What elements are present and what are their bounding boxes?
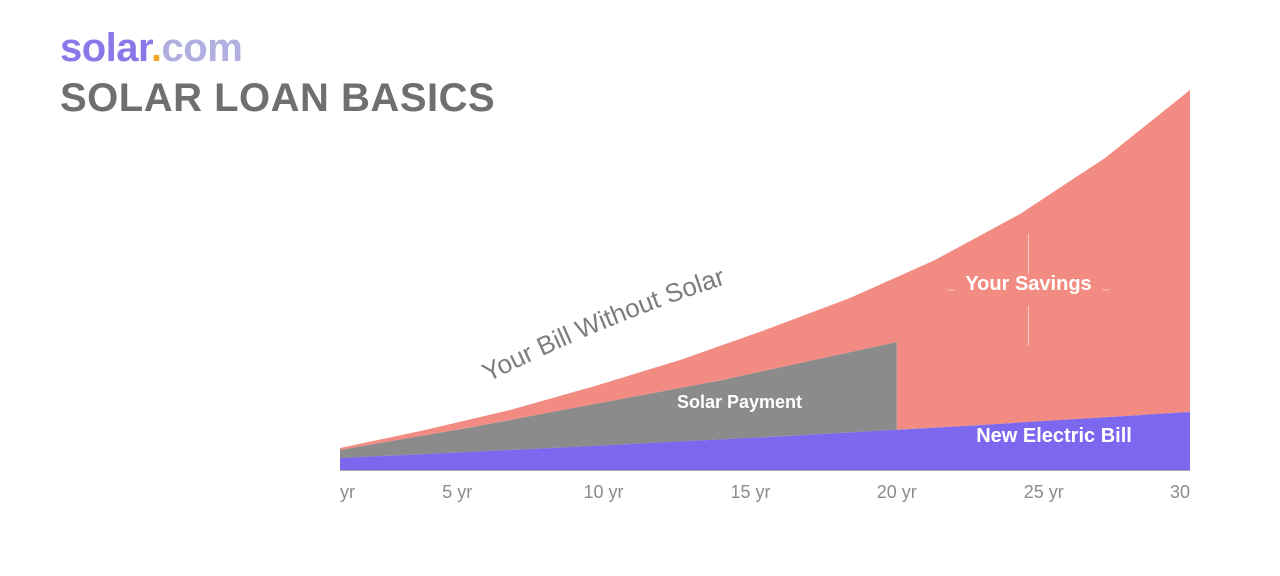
x-axis-tick-label: 10 yr bbox=[583, 482, 623, 502]
x-axis-tick-label: 30 yr bbox=[1170, 482, 1190, 502]
x-axis-tick-label: 15 yr bbox=[731, 482, 771, 502]
area-label: Your Savings bbox=[965, 273, 1091, 295]
loan-area-chart: 1 yr 5 yr 10 yr 15 yr 20 yr 25 yr 30 yr New Ele… bbox=[340, 70, 1190, 550]
logo-com-text: com bbox=[162, 26, 243, 70]
x-axis-tick-label: 25 yr bbox=[1024, 482, 1064, 502]
area-label: New Electric Bill bbox=[976, 425, 1132, 447]
x-axis-tick-label: 5 yr bbox=[442, 482, 472, 502]
logo-dot: . bbox=[151, 26, 162, 70]
x-axis-tick-label: 1 yr bbox=[340, 482, 355, 502]
area-label: Solar Payment bbox=[677, 392, 802, 412]
brand-logo: solar.com bbox=[60, 26, 242, 71]
x-axis-tick-label: 20 yr bbox=[877, 482, 917, 502]
logo-solar-text: solar bbox=[60, 26, 151, 70]
